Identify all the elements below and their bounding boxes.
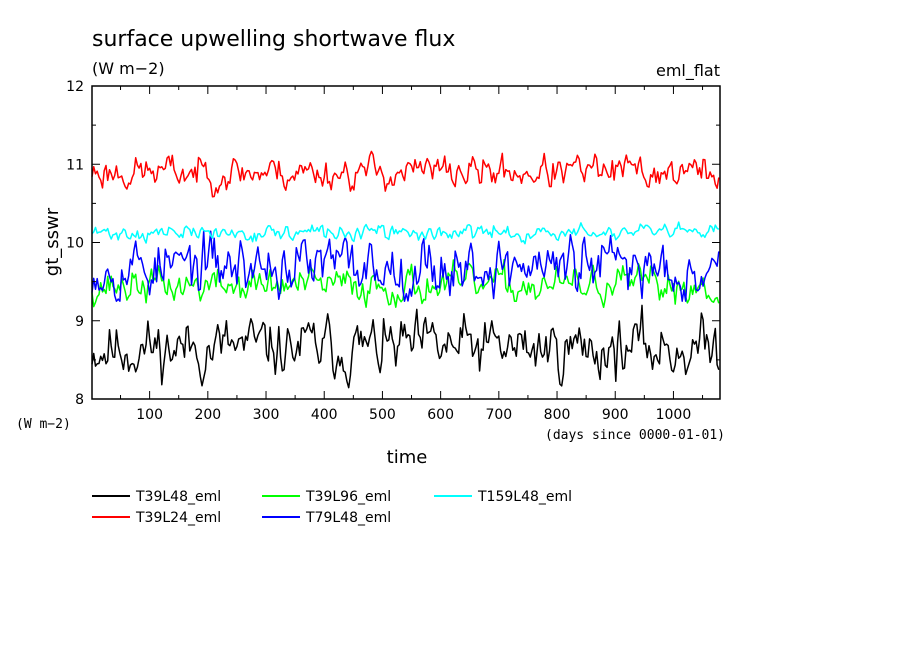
- series-line-T79L48_eml: [91, 230, 720, 302]
- x-tick-label: 100: [136, 407, 163, 423]
- x-tick-label: 300: [253, 407, 280, 423]
- chart-subtitle: (W m−2): [92, 59, 165, 78]
- y-tick-label: 12: [66, 79, 84, 95]
- plot-series-group: [91, 150, 720, 389]
- x-tick-label: 700: [485, 407, 512, 423]
- y-tick-label: 10: [66, 236, 84, 252]
- x-tick-label: 800: [544, 407, 571, 423]
- x-axis-label: time: [387, 447, 428, 468]
- y-axis-unit: (W m−2): [16, 417, 71, 432]
- y-axis: 8 9 10 11 12: [66, 79, 720, 408]
- legend-label: T39L24_eml: [135, 510, 221, 526]
- x-axis: 100 200 300 400 500 600 700 800 900 1000: [120, 86, 704, 423]
- legend-label: T39L48_eml: [135, 489, 221, 505]
- legend-label: T159L48_eml: [477, 489, 572, 505]
- series-line-T159L48_eml: [91, 221, 720, 245]
- x-tick-label: 900: [602, 407, 629, 423]
- legend-label: T39L96_eml: [305, 489, 391, 505]
- x-tick-label: 500: [369, 407, 396, 423]
- chart-title: surface upwelling shortwave flux: [92, 27, 455, 52]
- series-line-T39L96_eml: [91, 258, 720, 309]
- x-tick-label: 200: [194, 407, 221, 423]
- y-axis-label: gt_sswr: [42, 207, 63, 276]
- x-tick-label: 600: [427, 407, 454, 423]
- legend: T39L48_eml T39L24_eml T39L96_eml T79L48_eml…: [92, 489, 572, 526]
- x-tick-label: 1000: [656, 407, 692, 423]
- x-tick-label: 400: [311, 407, 338, 423]
- y-tick-label: 11: [66, 157, 84, 173]
- series-line-T39L48_eml: [91, 304, 720, 389]
- x-axis-unit: (days since 0000-01-01): [545, 428, 725, 443]
- y-tick-label: 9: [75, 314, 84, 330]
- legend-label: T79L48_eml: [305, 510, 391, 526]
- series-line-T39L24_eml: [91, 150, 720, 198]
- y-tick-label: 8: [75, 392, 84, 408]
- chart-annotation: eml_flat: [656, 61, 720, 81]
